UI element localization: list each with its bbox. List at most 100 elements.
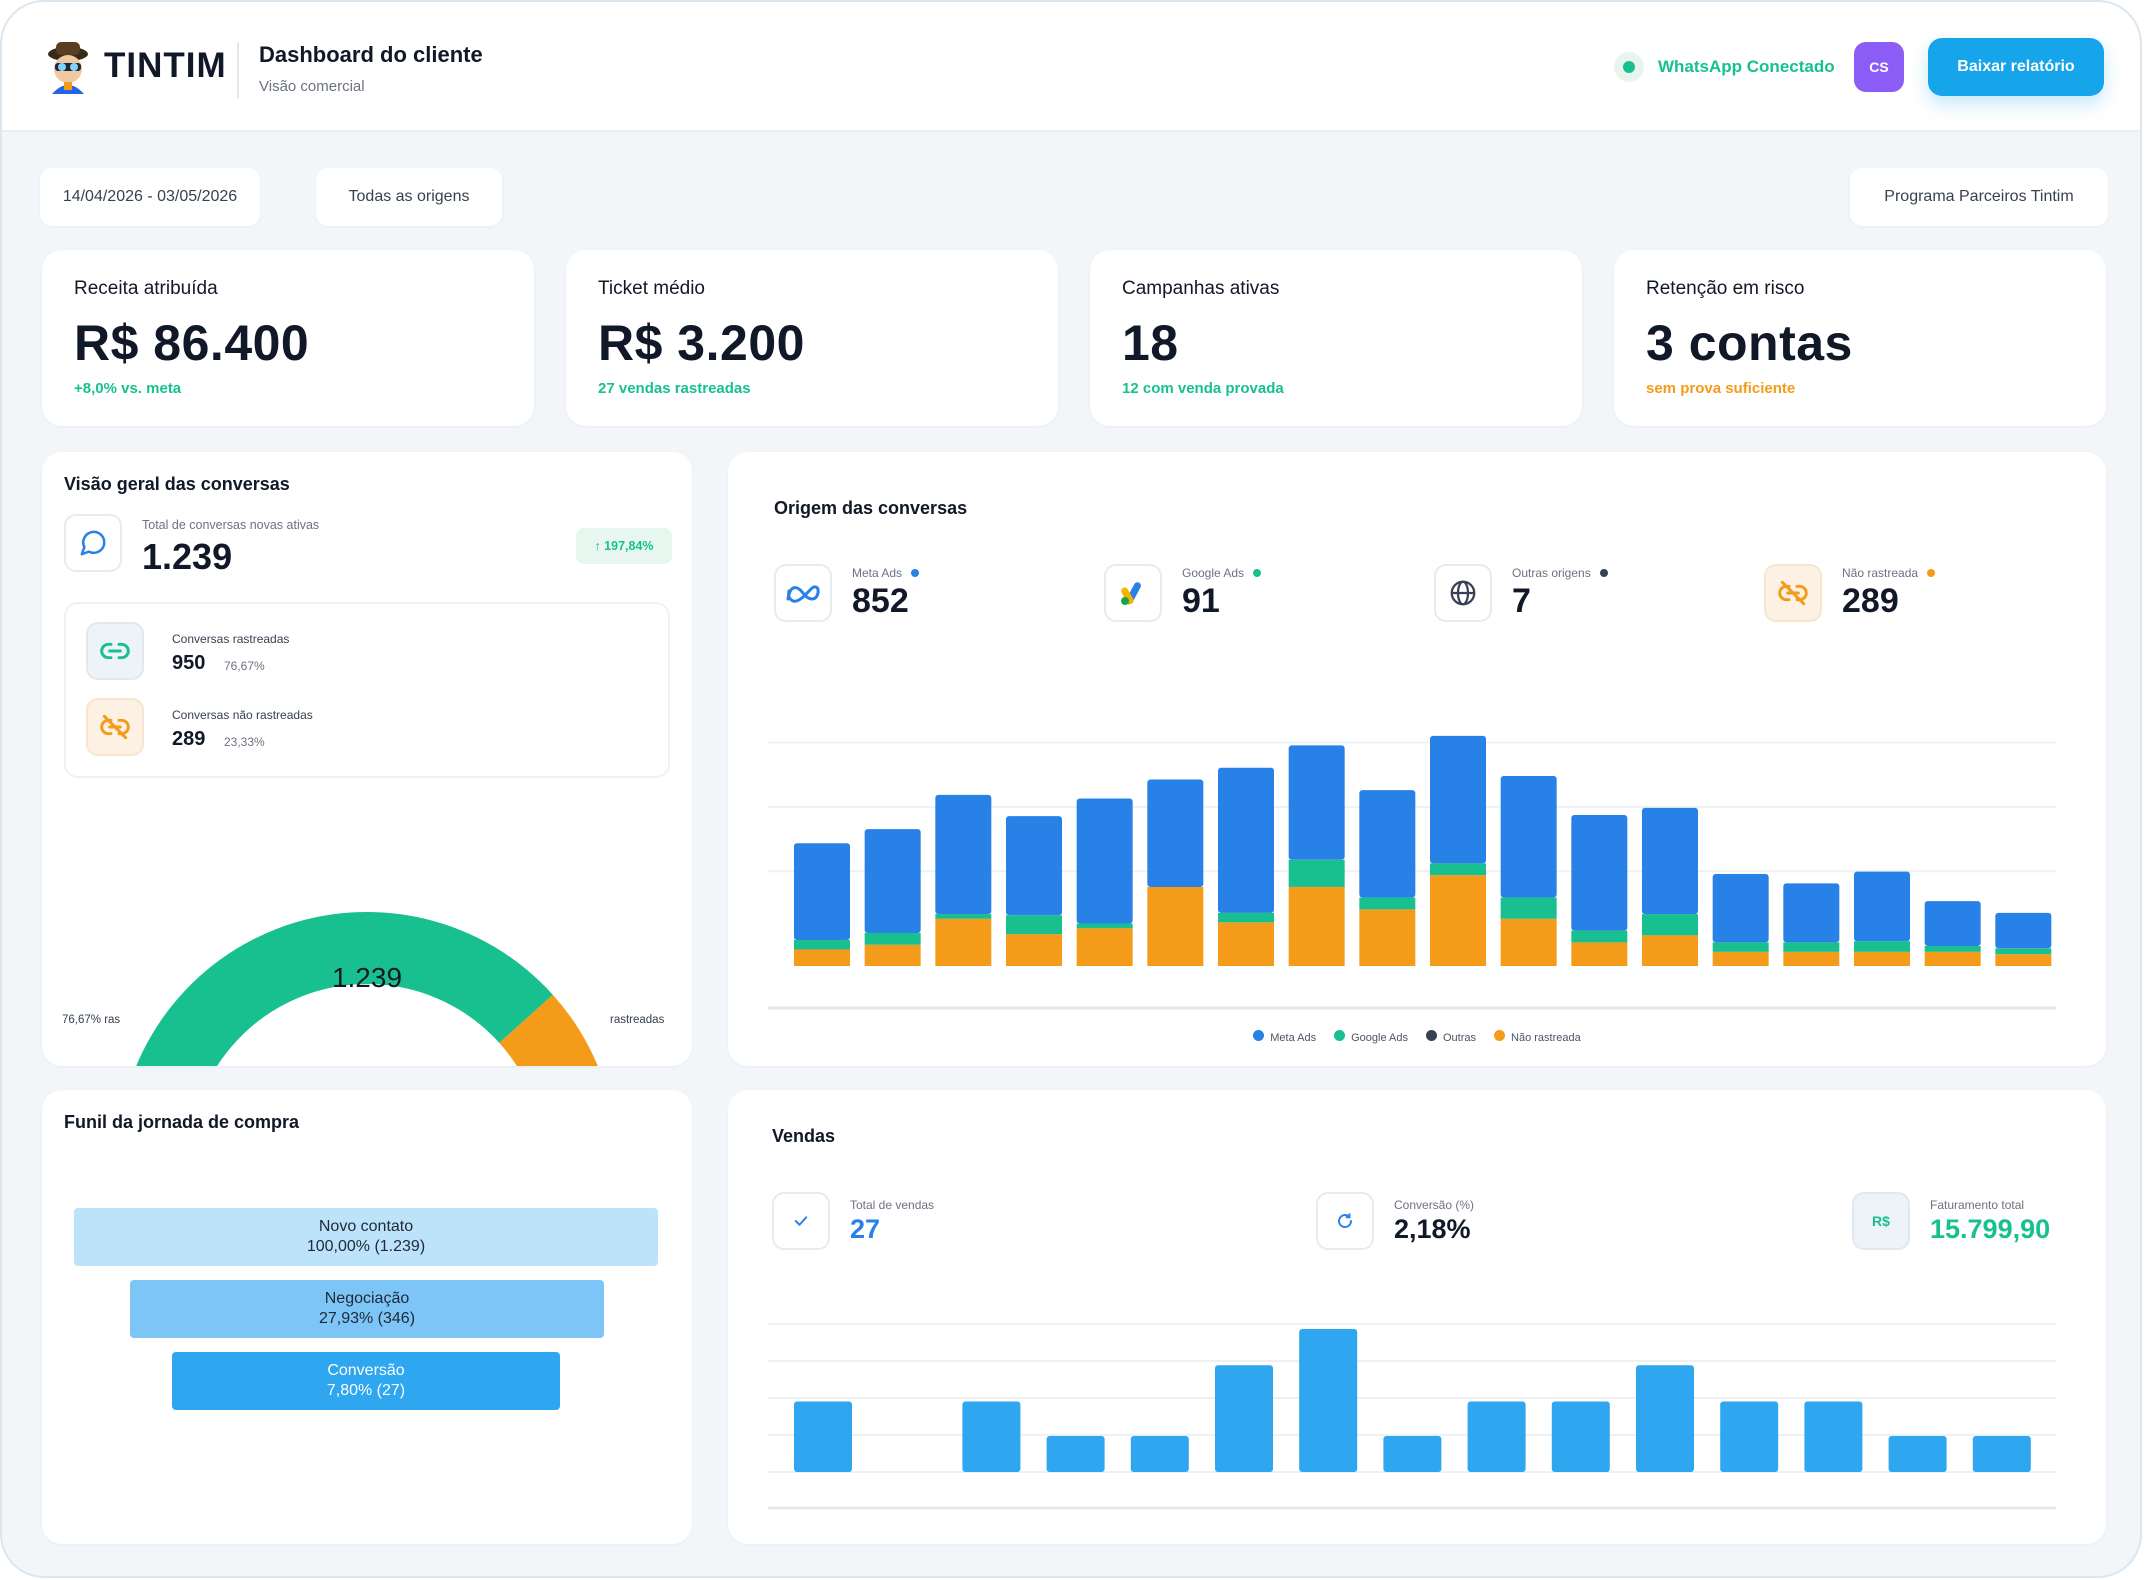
sales-bar[interactable]	[1299, 1328, 1358, 1472]
whatsapp-status[interactable]: WhatsApp Conectado	[1614, 52, 1835, 82]
download-report-button[interactable]: Baixar relatório	[1928, 38, 2104, 96]
bar-segment-google-ads[interactable]	[1076, 923, 1133, 929]
bar-segment-meta-ads[interactable]	[935, 794, 992, 915]
legend-item[interactable]: Meta Ads	[1253, 1030, 1316, 1044]
bar-segment-meta-ads[interactable]	[1147, 779, 1204, 887]
legend-item[interactable]: Não rastreada	[1494, 1030, 1581, 1044]
kpi-sub: sem prova suficiente	[1646, 380, 1796, 397]
origin-filter[interactable]: Todas as origens	[316, 168, 502, 226]
bar-segment-meta-ads[interactable]	[1995, 912, 2052, 949]
bar-segment-google-ads[interactable]	[1006, 915, 1062, 935]
bar-segment-n-o-rastreada[interactable]	[1218, 922, 1274, 966]
growth-badge: ↑ 197,84%	[576, 528, 672, 564]
bar-segment-n-o-rastreada[interactable]	[1500, 918, 1557, 966]
kpi-sub: 27 vendas rastreadas	[598, 380, 751, 397]
sales-bar[interactable]	[1467, 1401, 1526, 1472]
sales-bar[interactable]	[1720, 1401, 1779, 1472]
bar-segment-google-ads[interactable]	[1288, 859, 1345, 887]
funnel-stage-new-contact[interactable]: Novo contato 100,00% (1.239)	[74, 1208, 658, 1266]
bar-segment-google-ads[interactable]	[1642, 914, 1698, 936]
sales-bar[interactable]	[1972, 1436, 2031, 1472]
bar-segment-meta-ads[interactable]	[864, 829, 921, 933]
bar-segment-google-ads[interactable]	[864, 932, 921, 945]
kpi-label: Receita atribuída	[74, 278, 218, 299]
bar-segment-meta-ads[interactable]	[1288, 745, 1345, 860]
legend-item[interactable]: Outras	[1426, 1030, 1476, 1044]
sales-bar[interactable]	[1636, 1365, 1694, 1472]
funnel-stage-negotiation[interactable]: Negociação 27,93% (346)	[130, 1280, 604, 1338]
bar-segment-n-o-rastreada[interactable]	[1147, 886, 1204, 966]
bar-segment-n-o-rastreada[interactable]	[1359, 909, 1416, 966]
sales-card: Vendas Total de vendas 27 Conversão (%) …	[728, 1090, 2106, 1544]
sales-bar[interactable]	[794, 1401, 852, 1472]
bar-segment-google-ads[interactable]	[1924, 945, 1981, 952]
sales-bar[interactable]	[1130, 1436, 1189, 1472]
sales-bar[interactable]	[1888, 1436, 1947, 1472]
origin-value: 7	[1512, 582, 1531, 620]
bar-segment-meta-ads[interactable]	[1218, 767, 1274, 913]
google-ads-icon	[1104, 564, 1162, 622]
bar-segment-google-ads[interactable]	[1854, 941, 1910, 952]
user-avatar[interactable]: CS	[1854, 42, 1904, 92]
funnel-stage-conversion[interactable]: Conversão 7,80% (27)	[172, 1352, 560, 1410]
bar-segment-google-ads[interactable]	[794, 940, 850, 950]
origin-stacked-bar-chart	[768, 735, 2056, 1010]
bar-segment-meta-ads[interactable]	[1712, 873, 1769, 943]
brand-logo[interactable]: TINTIM	[42, 38, 227, 94]
sales-bar[interactable]	[1215, 1365, 1273, 1472]
bar-segment-google-ads[interactable]	[1783, 942, 1840, 952]
bar-segment-n-o-rastreada[interactable]	[1288, 886, 1345, 966]
bar-segment-n-o-rastreada[interactable]	[1924, 951, 1981, 966]
section-title: Visão geral das conversas	[64, 474, 290, 494]
sales-bar[interactable]	[1804, 1401, 1863, 1472]
bar-segment-meta-ads[interactable]	[1783, 883, 1840, 943]
bar-segment-google-ads[interactable]	[1571, 930, 1628, 943]
bar-segment-google-ads[interactable]	[1500, 897, 1557, 919]
bar-segment-n-o-rastreada[interactable]	[1006, 934, 1062, 966]
bar-segment-google-ads[interactable]	[935, 914, 992, 919]
sales-bar[interactable]	[1551, 1401, 1610, 1472]
top-bar: TINTIM Dashboard do cliente Visão comerc…	[2, 2, 2140, 132]
sales-bar-chart	[768, 1323, 2056, 1510]
bar-segment-google-ads[interactable]	[1712, 942, 1769, 952]
bar-segment-meta-ads[interactable]	[1854, 871, 1910, 942]
total-conversations-label: Total de conversas novas ativas	[142, 518, 320, 532]
bar-segment-meta-ads[interactable]	[1430, 735, 1486, 864]
sales-bar[interactable]	[1046, 1436, 1105, 1472]
bar-segment-n-o-rastreada[interactable]	[1783, 951, 1840, 966]
bar-segment-meta-ads[interactable]	[1500, 776, 1557, 898]
bar-segment-n-o-rastreada[interactable]	[1076, 928, 1133, 966]
legend-item[interactable]: Google Ads	[1334, 1030, 1408, 1044]
bar-segment-meta-ads[interactable]	[1571, 814, 1628, 931]
origin-chart-legend: Meta Ads Google Ads Outras Não rastreada	[728, 1030, 2106, 1044]
bar-segment-n-o-rastreada[interactable]	[1854, 951, 1910, 966]
partner-program-button[interactable]: Programa Parceiros Tintim	[1850, 168, 2108, 226]
bar-segment-google-ads[interactable]	[1995, 948, 2052, 955]
bar-segment-google-ads[interactable]	[1430, 863, 1486, 876]
bar-segment-n-o-rastreada[interactable]	[794, 949, 850, 966]
section-title: Funil da jornada de compra	[64, 1112, 300, 1132]
gauge-right-label: rastreadas	[610, 1014, 665, 1026]
bar-segment-meta-ads[interactable]	[1006, 816, 1062, 916]
bar-segment-n-o-rastreada[interactable]	[1571, 942, 1628, 966]
bar-segment-n-o-rastreada[interactable]	[1642, 935, 1698, 966]
gauge-tracked-arc	[136, 911, 553, 1066]
bar-segment-n-o-rastreada[interactable]	[1430, 875, 1486, 966]
bar-segment-meta-ads[interactable]	[1359, 790, 1416, 898]
bar-segment-meta-ads[interactable]	[1924, 901, 1981, 946]
meta-icon	[774, 564, 832, 622]
bar-segment-n-o-rastreada[interactable]	[864, 944, 921, 966]
unlink-icon	[1764, 564, 1822, 622]
bar-segment-n-o-rastreada[interactable]	[935, 918, 992, 966]
bar-segment-meta-ads[interactable]	[794, 843, 850, 941]
bar-segment-google-ads[interactable]	[1359, 897, 1416, 910]
date-range-filter[interactable]: 14/04/2026 - 03/05/2026	[40, 168, 260, 226]
bar-segment-n-o-rastreada[interactable]	[1712, 951, 1769, 966]
sales-bar[interactable]	[962, 1401, 1021, 1472]
bar-segment-google-ads[interactable]	[1218, 912, 1274, 923]
bar-segment-meta-ads[interactable]	[1076, 798, 1133, 924]
untracked-dot-icon	[1927, 569, 1936, 577]
bar-segment-n-o-rastreada[interactable]	[1995, 954, 2052, 966]
sales-bar[interactable]	[1383, 1436, 1442, 1472]
bar-segment-meta-ads[interactable]	[1642, 807, 1698, 915]
